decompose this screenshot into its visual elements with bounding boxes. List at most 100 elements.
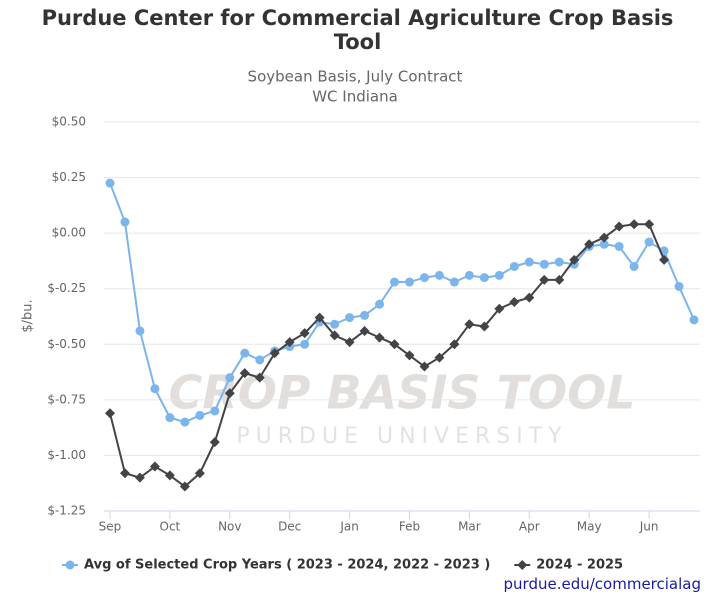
legend-marker	[517, 560, 528, 570]
point	[434, 352, 445, 363]
point	[464, 270, 474, 280]
x-tick-label: May	[577, 520, 602, 534]
y-tick-label: $0.25	[52, 170, 86, 184]
point	[614, 241, 624, 251]
point	[629, 219, 640, 230]
x-tick-label: Oct	[160, 520, 181, 534]
point	[554, 274, 565, 285]
point	[389, 339, 400, 350]
point	[479, 273, 489, 283]
point	[599, 239, 609, 249]
point	[299, 328, 310, 339]
point	[195, 410, 205, 420]
point	[404, 277, 414, 287]
point	[149, 461, 160, 472]
point	[344, 337, 355, 348]
point	[524, 257, 534, 267]
point	[509, 297, 520, 308]
point	[210, 406, 220, 416]
y-tick-label: $0.50	[52, 115, 86, 129]
x-tick-label: Apr	[519, 520, 540, 534]
point	[135, 326, 145, 336]
point	[689, 315, 699, 325]
point	[180, 417, 190, 427]
point	[224, 388, 235, 399]
point	[644, 237, 654, 247]
point	[164, 470, 175, 481]
series-line	[109, 182, 695, 424]
x-tick-label: Sep	[99, 520, 122, 534]
source-link[interactable]: purdue.edu/commercialag	[503, 575, 701, 593]
point	[509, 261, 519, 271]
point	[419, 273, 429, 283]
point	[119, 468, 130, 479]
point	[329, 330, 340, 341]
legend-label: 2024 - 2025	[536, 558, 623, 573]
point	[479, 321, 490, 332]
legend-marker	[65, 560, 75, 570]
point	[539, 274, 550, 285]
point	[554, 257, 564, 267]
point	[360, 310, 370, 320]
point	[584, 239, 595, 250]
point	[120, 217, 130, 227]
point	[165, 413, 175, 423]
point	[330, 319, 340, 329]
point	[300, 339, 310, 349]
point	[524, 292, 535, 303]
point	[494, 270, 504, 280]
watermark: CROP BASIS TOOL	[169, 366, 636, 420]
point	[644, 219, 655, 230]
x-tick-label: Jan	[339, 520, 359, 534]
point	[464, 319, 475, 330]
x-tick-label: Jun	[639, 520, 659, 534]
point	[345, 313, 355, 323]
point	[449, 277, 459, 287]
y-tick-label: $0.00	[52, 226, 86, 240]
point	[105, 178, 115, 188]
legend-label: Avg of Selected Crop Years ( 2023 - 2024…	[84, 558, 490, 573]
point	[375, 299, 385, 309]
x-tick-label: Nov	[218, 520, 241, 534]
point	[209, 437, 220, 448]
point	[134, 472, 145, 483]
subtitle: Soybean Basis, July Contract	[248, 68, 463, 86]
point	[254, 372, 265, 383]
point	[419, 361, 430, 372]
point	[599, 232, 610, 243]
point	[239, 368, 250, 379]
point	[104, 408, 115, 419]
point	[374, 332, 385, 343]
point	[314, 312, 325, 323]
point	[659, 254, 670, 265]
point	[569, 254, 580, 265]
point	[194, 468, 205, 479]
point	[269, 348, 280, 359]
y-tick-label: $-1.00	[47, 448, 86, 462]
watermark: PURDUE UNIVERSITY	[236, 424, 567, 449]
x-tick-label: Mar	[458, 520, 481, 534]
x-tick-label: Feb	[399, 520, 420, 534]
point	[150, 384, 160, 394]
point	[284, 337, 295, 348]
y-tick-label: $-1.25	[47, 504, 86, 518]
subtitle: WC Indiana	[312, 88, 398, 106]
point	[629, 261, 639, 271]
point	[539, 259, 549, 269]
point	[434, 270, 444, 280]
point	[614, 221, 625, 232]
point	[449, 339, 460, 350]
point	[225, 373, 235, 383]
y-tick-label: $-0.50	[47, 337, 86, 351]
series-line	[109, 223, 665, 488]
y-axis-label: $/bu.	[21, 299, 36, 332]
point	[255, 355, 265, 365]
point	[494, 303, 505, 314]
point	[404, 350, 415, 361]
y-tick-label: $-0.25	[47, 281, 86, 295]
point	[179, 481, 190, 492]
y-tick-label: $-0.75	[47, 392, 86, 406]
point	[674, 281, 684, 291]
